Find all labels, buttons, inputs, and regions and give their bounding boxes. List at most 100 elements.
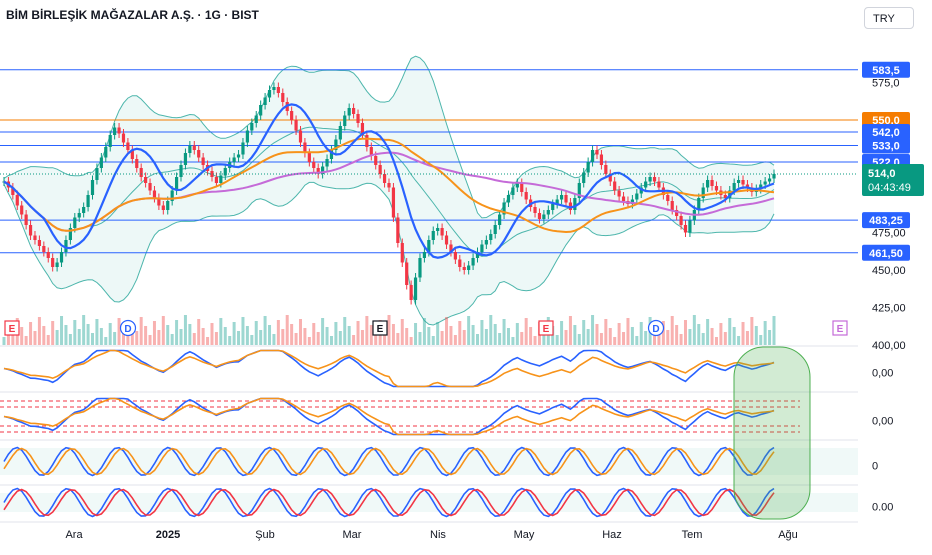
price-tick-label: 425,00 xyxy=(872,303,906,315)
candle-body xyxy=(745,184,750,188)
candle-body xyxy=(360,123,365,135)
volume-bar xyxy=(511,337,515,345)
candle-body xyxy=(498,214,502,225)
level-label-0: 583,5 xyxy=(872,65,900,77)
candle-body xyxy=(431,231,435,240)
volume-bar xyxy=(440,331,444,345)
volume-bar xyxy=(564,330,568,345)
candle-body xyxy=(312,162,316,168)
volume-bar xyxy=(329,336,333,345)
volume-bar xyxy=(462,330,466,345)
volume-bar xyxy=(219,318,223,345)
candle-body xyxy=(259,105,263,116)
volume-bar xyxy=(453,335,457,345)
candle-body xyxy=(604,165,608,174)
candle-body xyxy=(351,108,356,114)
candle-body xyxy=(157,198,161,206)
candle-body xyxy=(396,217,400,243)
volume-bar xyxy=(484,329,488,345)
volume-bar xyxy=(29,322,33,345)
volume-bar xyxy=(206,337,210,345)
volume-bar xyxy=(33,331,37,345)
candle-body xyxy=(382,174,387,183)
volume-bar xyxy=(51,321,55,345)
volume-bar xyxy=(714,337,718,345)
last-price-bg xyxy=(862,164,924,196)
volume-bar xyxy=(599,333,603,345)
volume-bar xyxy=(613,337,617,345)
volume-bar xyxy=(754,326,758,345)
candle-body xyxy=(635,193,639,200)
volume-bar xyxy=(768,330,772,345)
volume-bar xyxy=(555,335,559,345)
volume-bar xyxy=(529,327,533,345)
volume-bar xyxy=(418,332,422,345)
dividend-marker-label-0: D xyxy=(124,324,131,335)
earnings-marker-3 xyxy=(832,320,848,336)
bollinger-lower xyxy=(3,181,775,326)
volume-bar xyxy=(745,331,749,345)
candle-body xyxy=(387,183,391,188)
candle-body xyxy=(192,145,196,150)
candle-body xyxy=(732,183,736,191)
volume-bar xyxy=(387,315,391,345)
candle-body xyxy=(183,153,188,165)
volume-bar xyxy=(135,331,139,345)
volume-bar xyxy=(400,319,404,345)
volume-bar xyxy=(334,322,338,345)
volume-bar xyxy=(670,316,674,345)
candle-body xyxy=(64,240,68,252)
volume-bar xyxy=(502,319,506,345)
candle-body xyxy=(374,156,378,165)
candle-body xyxy=(511,187,515,195)
candle-body xyxy=(82,207,86,213)
price-tick-label: 475,00 xyxy=(872,228,906,240)
candle-body xyxy=(675,210,679,216)
time-label-4: Nis xyxy=(430,529,446,541)
earnings-marker-2 xyxy=(538,320,554,336)
candle-body xyxy=(347,108,351,116)
candle-body xyxy=(369,147,373,156)
time-label-3: Mar xyxy=(343,529,362,541)
volume-bar xyxy=(666,330,670,345)
time-label-0: Ara xyxy=(65,529,83,541)
volume-bar xyxy=(64,325,68,345)
candle-body xyxy=(701,187,705,198)
candle-body xyxy=(68,228,72,240)
time-label-5: May xyxy=(514,529,535,541)
last-price-label: 514,0 xyxy=(868,168,896,180)
time-label-2: Şub xyxy=(255,529,275,541)
volume-bar xyxy=(86,324,90,345)
volume-bar xyxy=(608,328,612,345)
volume-bar xyxy=(626,318,630,345)
volume-bar xyxy=(635,336,639,345)
ma-fast-line xyxy=(3,103,775,259)
volume-bar xyxy=(126,336,130,345)
volume-bar xyxy=(369,325,373,345)
volume-bar xyxy=(170,334,174,345)
candle-body xyxy=(108,135,112,147)
level-label-bg-0 xyxy=(862,61,910,78)
volume-bar xyxy=(104,337,108,345)
currency-button[interactable]: TRY xyxy=(864,7,914,29)
candle-body xyxy=(440,228,444,236)
volume-bar xyxy=(639,322,643,345)
earnings-marker-0 xyxy=(4,320,20,336)
price-tick-label: 450,00 xyxy=(872,265,906,277)
indicator-line-a-0 xyxy=(3,349,775,388)
candle-body xyxy=(121,133,126,143)
volume-bar xyxy=(113,332,117,345)
candle-body xyxy=(104,147,108,158)
candle-body xyxy=(706,180,710,188)
volume-bar xyxy=(259,330,263,345)
volume-bar xyxy=(573,325,577,345)
candle-body xyxy=(135,159,139,168)
earnings-marker-1 xyxy=(372,320,388,336)
candle-body xyxy=(577,183,581,198)
volume-bar xyxy=(493,324,497,345)
candle-body xyxy=(365,135,369,147)
volume-bar xyxy=(316,332,320,345)
candle-body xyxy=(28,225,33,236)
